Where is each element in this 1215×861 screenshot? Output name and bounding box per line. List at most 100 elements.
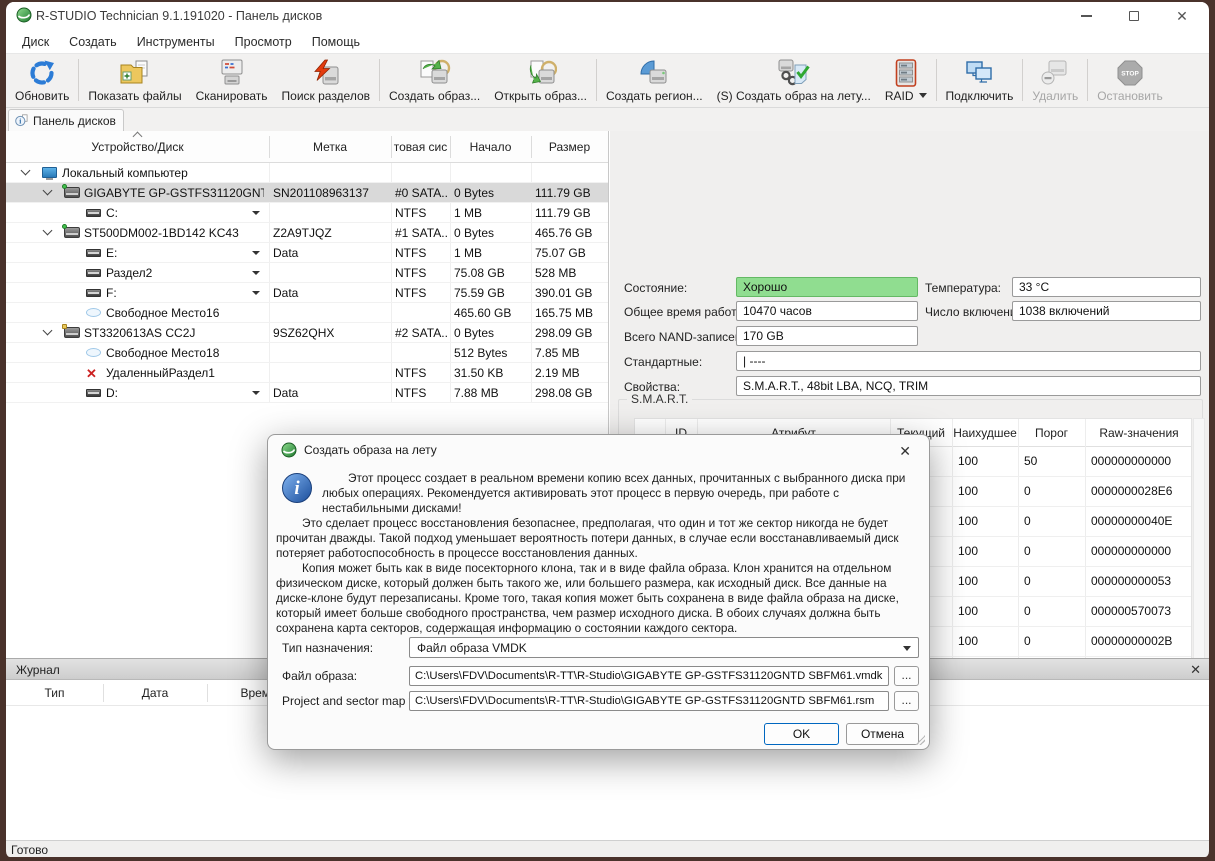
hdd-icon bbox=[62, 324, 81, 340]
smart-cell-3: 100 bbox=[958, 604, 979, 618]
journal-close-icon[interactable]: ✕ bbox=[1190, 662, 1201, 677]
smart-header-4[interactable]: Порог bbox=[1018, 419, 1085, 447]
menu-item-0[interactable]: Диск bbox=[22, 34, 50, 49]
cell-file-system: NTFS bbox=[395, 386, 427, 400]
toolbar-button-create-region[interactable]: Создать регион... bbox=[599, 56, 710, 107]
toolbar-button-label: Сканировать bbox=[195, 89, 268, 103]
toolbar-button-scan[interactable]: Сканировать bbox=[189, 56, 275, 107]
device-table-header-0[interactable]: Устройство/Диск bbox=[91, 140, 184, 154]
map-file-input[interactable] bbox=[409, 691, 889, 711]
smart-cell-4: 0 bbox=[1024, 544, 1031, 558]
toolbar-button-connect[interactable]: Подключить bbox=[939, 56, 1021, 107]
table-row[interactable]: ST3320613AS CC2J 9SZ62QHX #2 SATA... 0 Byte… bbox=[6, 323, 608, 343]
cell-start: 512 Bytes bbox=[454, 346, 508, 360]
minimize-icon bbox=[1080, 15, 1092, 17]
toolbar-button-create-image[interactable]: Создать образ... bbox=[382, 56, 487, 107]
ok-button[interactable]: OK bbox=[764, 723, 839, 745]
maximize-button[interactable] bbox=[1111, 2, 1157, 30]
cell-start: 1 MB bbox=[454, 246, 483, 260]
temperature-value: 33 °C bbox=[1012, 277, 1201, 297]
dialog-close-icon[interactable]: ✕ bbox=[899, 443, 911, 459]
table-row[interactable]: Локальный компьютер bbox=[6, 163, 608, 183]
row-dropdown-icon[interactable] bbox=[252, 211, 260, 215]
partition-icon bbox=[86, 247, 103, 260]
toolbar-button-label: (S) Создать образ на лету... bbox=[716, 89, 871, 103]
table-row[interactable]: GIGABYTE GP-GSTFS31120GNTD SB... SN201108… bbox=[6, 183, 608, 203]
cell-start: 31.50 KB bbox=[454, 366, 504, 380]
toolbar-button-find-partitions[interactable]: Поиск разделов bbox=[275, 56, 378, 107]
runtime-image-icon bbox=[777, 58, 811, 88]
image-file-browse-button[interactable]: ... bbox=[894, 666, 919, 686]
table-row[interactable]: ST500DM002-1BD142 KC43 Z2A9TJQZ #1 SATA...… bbox=[6, 223, 608, 243]
expand-chevron-icon[interactable] bbox=[42, 185, 53, 196]
device-name: F: bbox=[106, 286, 117, 300]
raid-icon bbox=[891, 58, 921, 88]
row-dropdown-icon[interactable] bbox=[252, 271, 260, 275]
cell-label: SN201108963137 bbox=[273, 186, 369, 200]
toolbar-button-raid[interactable]: RAID bbox=[878, 56, 934, 107]
cell-size: 111.79 GB bbox=[535, 206, 591, 220]
close-button[interactable]: ✕ bbox=[1159, 2, 1205, 30]
device-table-header-3[interactable]: Начало bbox=[469, 140, 512, 154]
cell-file-system: NTFS bbox=[395, 266, 427, 280]
toolbar-button-refresh[interactable]: Обновить bbox=[8, 56, 76, 107]
device-table-header-1[interactable]: Метка bbox=[312, 140, 348, 154]
cancel-button[interactable]: Отмена bbox=[846, 723, 919, 745]
expand-chevron-icon[interactable] bbox=[42, 225, 53, 236]
toolbar-button-open-image[interactable]: Открыть образ... bbox=[487, 56, 594, 107]
menu-item-1[interactable]: Создать bbox=[69, 34, 117, 49]
state-label: Состояние: bbox=[624, 281, 688, 295]
smart-cell-3: 100 bbox=[958, 634, 979, 648]
image-file-input[interactable] bbox=[409, 666, 889, 686]
minimize-button[interactable] bbox=[1063, 2, 1109, 30]
device-table-header-2[interactable]: товая сис bbox=[393, 140, 448, 154]
toolbar-button-runtime-image[interactable]: (S) Создать образ на лету... bbox=[710, 56, 878, 107]
table-row[interactable]: F: Data NTFS 75.59 GB 390.01 GB bbox=[6, 283, 608, 303]
stop-icon: STOP bbox=[1115, 58, 1145, 88]
menu-item-2[interactable]: Инструменты bbox=[136, 34, 215, 49]
expand-chevron-icon[interactable] bbox=[20, 165, 31, 176]
cell-size: 298.08 GB bbox=[535, 386, 593, 400]
refresh-icon bbox=[28, 58, 56, 88]
row-dropdown-icon[interactable] bbox=[252, 251, 260, 255]
journal-column-0[interactable]: Тип bbox=[44, 686, 65, 700]
dropdown-caret-icon[interactable] bbox=[918, 93, 927, 98]
expand-chevron-icon[interactable] bbox=[42, 325, 53, 336]
tab-disk-panel[interactable]: i Панель дисков bbox=[8, 109, 124, 131]
toolbar-button-show-files[interactable]: Показать файлы bbox=[81, 56, 188, 107]
table-row[interactable]: Свободное Место16 465.60 GB 165.75 MB bbox=[6, 303, 608, 323]
toolbar-button-label: Поиск разделов bbox=[281, 89, 371, 103]
row-dropdown-icon[interactable] bbox=[252, 391, 260, 395]
journal-header-separator bbox=[207, 684, 208, 702]
table-row[interactable]: Свободное Место18 512 Bytes 7.85 MB bbox=[6, 343, 608, 363]
table-row[interactable]: D: Data NTFS 7.88 MB 298.08 GB bbox=[6, 383, 608, 403]
table-row[interactable]: ✕ УдаленныйРаздел1 NTFS 31.50 KB 2.19 MB bbox=[6, 363, 608, 383]
smart-cell-4: 0 bbox=[1024, 634, 1031, 648]
window-title: R-STUDIO Technician 9.1.191020 - Панель … bbox=[36, 9, 323, 23]
row-dropdown-icon[interactable] bbox=[252, 291, 260, 295]
device-table-header-4[interactable]: Размер bbox=[548, 140, 591, 154]
map-file-browse-button[interactable]: ... bbox=[894, 691, 919, 711]
smart-vertical-scrollbar[interactable] bbox=[1193, 418, 1205, 658]
journal-title: Журнал bbox=[16, 663, 60, 677]
menu-item-3[interactable]: Просмотр bbox=[234, 34, 292, 49]
smart-gridline bbox=[1085, 419, 1086, 658]
menu-item-4[interactable]: Помощь bbox=[311, 34, 361, 49]
destination-type-select[interactable]: Файл образа VMDK bbox=[409, 637, 919, 658]
smart-header-5[interactable]: Raw-значения bbox=[1085, 419, 1191, 447]
table-row[interactable]: C: NTFS 1 MB 111.79 GB bbox=[6, 203, 608, 223]
temperature-label: Температура: bbox=[925, 281, 1002, 295]
journal-column-1[interactable]: Дата bbox=[141, 686, 169, 700]
computer-icon bbox=[42, 167, 59, 180]
nand-label: Всего NAND-записей: bbox=[624, 330, 745, 344]
cell-start: 0 Bytes bbox=[454, 226, 495, 240]
table-row[interactable]: E: Data NTFS 1 MB 75.07 GB bbox=[6, 243, 608, 263]
title-bar: R-STUDIO Technician 9.1.191020 - Панель … bbox=[6, 2, 1209, 30]
cell-start: 0 Bytes bbox=[454, 326, 495, 340]
resize-grip[interactable] bbox=[915, 735, 925, 745]
smart-header-3[interactable]: Наихудшее bbox=[952, 419, 1018, 447]
info-page-icon: i bbox=[15, 114, 28, 127]
smart-cell-5: 000000570073 bbox=[1091, 604, 1172, 618]
table-row[interactable]: Раздел2 NTFS 75.08 GB 528 MB bbox=[6, 263, 608, 283]
toolbar-separator bbox=[78, 59, 80, 101]
